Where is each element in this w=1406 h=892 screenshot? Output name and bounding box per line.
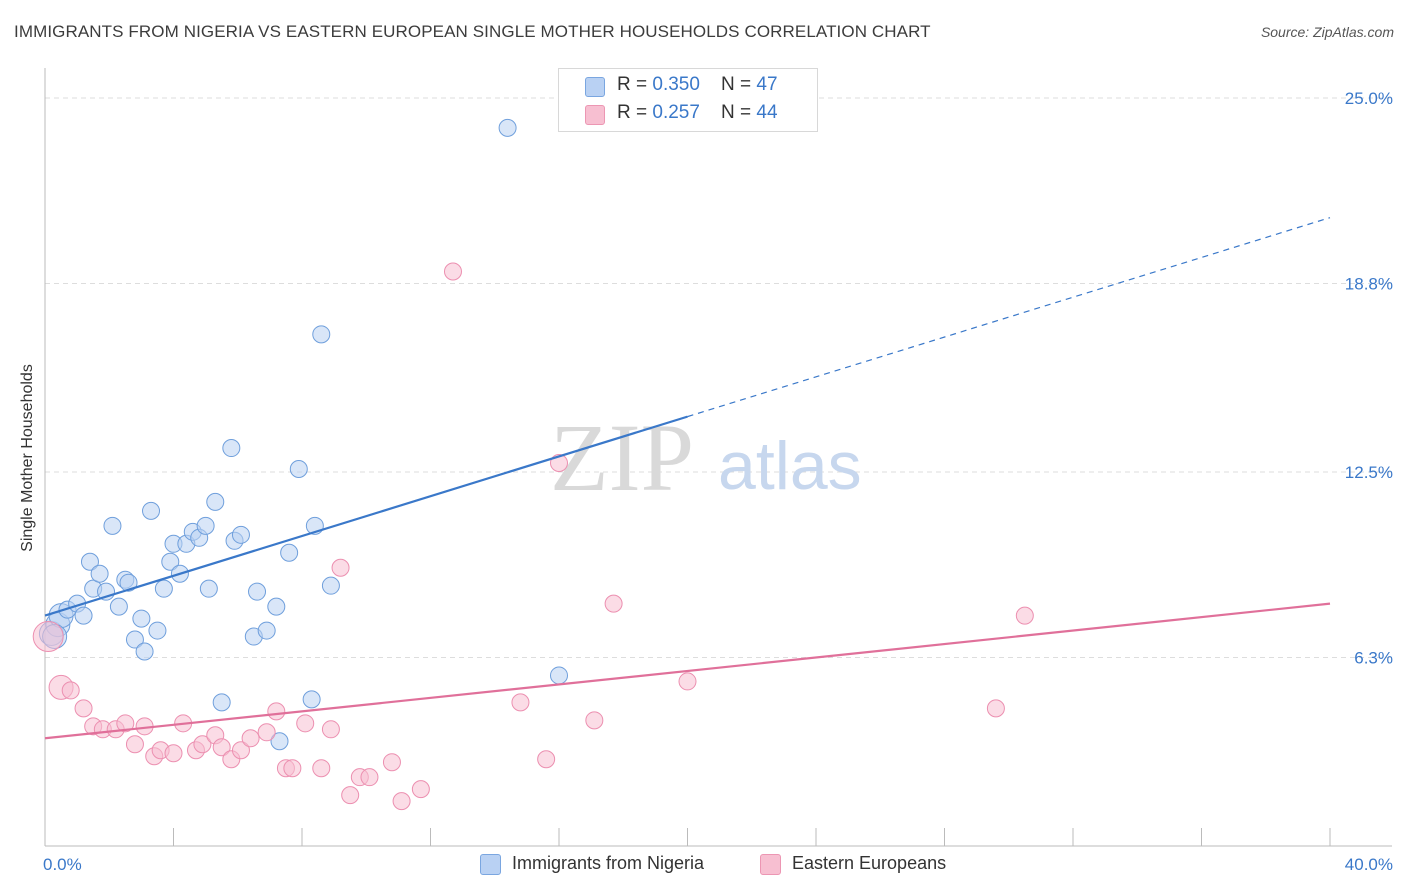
nigeria-point	[302, 690, 321, 709]
eastern-point	[360, 768, 379, 787]
eastern-point	[74, 699, 93, 718]
nigeria-point	[498, 118, 517, 137]
eastern-point	[164, 744, 183, 763]
nigeria-point	[321, 576, 340, 595]
data-points	[32, 118, 1034, 811]
nigeria-point	[312, 325, 331, 344]
nigeria-point	[196, 516, 215, 535]
nigeria-point	[125, 630, 144, 649]
nigeria-point	[231, 525, 250, 544]
eastern-point	[443, 262, 462, 281]
chart-title: IMMIGRANTS FROM NIGERIA VS EASTERN EUROP…	[14, 22, 931, 41]
legend-swatch-pink	[585, 105, 605, 125]
nigeria-point	[135, 642, 154, 661]
eastern-point	[257, 723, 276, 742]
eastern-point	[986, 699, 1005, 718]
x-tick-label-min: 0.0%	[43, 855, 82, 874]
nigeria-point	[212, 693, 231, 712]
nigeria-point	[199, 579, 218, 598]
nigeria-trend-line	[44, 415, 688, 617]
eastern-point	[331, 558, 350, 577]
axes	[44, 68, 1392, 847]
legend-swatch-nigeria	[480, 854, 501, 875]
eastern-point	[392, 792, 411, 811]
eastern-point	[312, 759, 331, 778]
nigeria-trend-extension	[687, 217, 1331, 418]
nigeria-point	[148, 621, 167, 640]
legend-swatch-eastern	[760, 854, 781, 875]
eastern-point	[296, 714, 315, 733]
nigeria-point	[103, 516, 122, 535]
eastern-trend-line	[44, 602, 1331, 740]
eastern-point	[321, 720, 340, 739]
eastern-point	[341, 786, 360, 805]
nigeria-point	[248, 582, 267, 601]
chart-source: Source: ZipAtlas.com	[1260, 24, 1394, 40]
eastern-point	[241, 729, 260, 748]
y-tick-label: 18.8%	[1345, 274, 1393, 293]
eastern-point	[267, 702, 286, 721]
tick-labels: 6.3% 12.5% 18.8% 25.0% 0.0% 40.0%	[43, 89, 1393, 874]
watermark: ZIP atlas	[550, 404, 862, 511]
nigeria-point	[280, 543, 299, 562]
correlation-legend: R = 0.350 N = 47 R = 0.257 N = 44	[558, 68, 818, 132]
eastern-point	[604, 594, 623, 613]
nigeria-point	[80, 552, 99, 571]
legend-stats-nigeria: R = 0.350 N = 47	[617, 74, 778, 95]
eastern-point	[511, 693, 530, 712]
watermark-zip: ZIP	[550, 404, 694, 511]
grid-lines	[45, 97, 1392, 658]
nigeria-point	[289, 459, 308, 478]
legend-label-eastern: Eastern Europeans	[792, 853, 947, 873]
nigeria-point	[90, 564, 109, 583]
x-tick-label-max: 40.0%	[1345, 855, 1393, 874]
eastern-point	[585, 711, 604, 730]
nigeria-point	[222, 439, 241, 458]
y-tick-label: 25.0%	[1345, 89, 1393, 108]
y-tick-label: 6.3%	[1354, 648, 1393, 667]
nigeria-point	[142, 501, 161, 520]
eastern-point	[125, 735, 144, 754]
eastern-point	[678, 672, 697, 691]
eastern-point	[212, 738, 231, 757]
nigeria-point	[257, 621, 276, 640]
nigeria-point	[550, 666, 568, 685]
trend-lines	[44, 217, 1331, 740]
nigeria-point	[132, 609, 151, 628]
eastern-point	[537, 750, 556, 769]
nigeria-point	[206, 492, 225, 511]
eastern-point	[116, 714, 135, 733]
eastern-point	[382, 753, 401, 772]
legend-swatch-blue	[585, 77, 605, 97]
nigeria-point	[161, 552, 180, 571]
eastern-point	[283, 759, 302, 778]
nigeria-point	[74, 606, 93, 625]
y-tick-label: 12.5%	[1345, 463, 1393, 482]
nigeria-point	[270, 732, 289, 751]
eastern-point	[32, 621, 64, 653]
nigeria-point	[154, 579, 173, 598]
eastern-point	[61, 681, 80, 700]
nigeria-point	[109, 597, 128, 616]
legend-stats-eastern: R = 0.257 N = 44	[617, 102, 778, 123]
eastern-point	[1015, 606, 1034, 625]
nigeria-point	[119, 573, 138, 592]
eastern-point	[193, 735, 212, 754]
nigeria-point	[267, 597, 286, 616]
eastern-point	[231, 741, 250, 760]
eastern-point	[411, 780, 430, 799]
watermark-atlas: atlas	[718, 428, 862, 504]
legend-label-nigeria: Immigrants from Nigeria	[512, 853, 705, 873]
